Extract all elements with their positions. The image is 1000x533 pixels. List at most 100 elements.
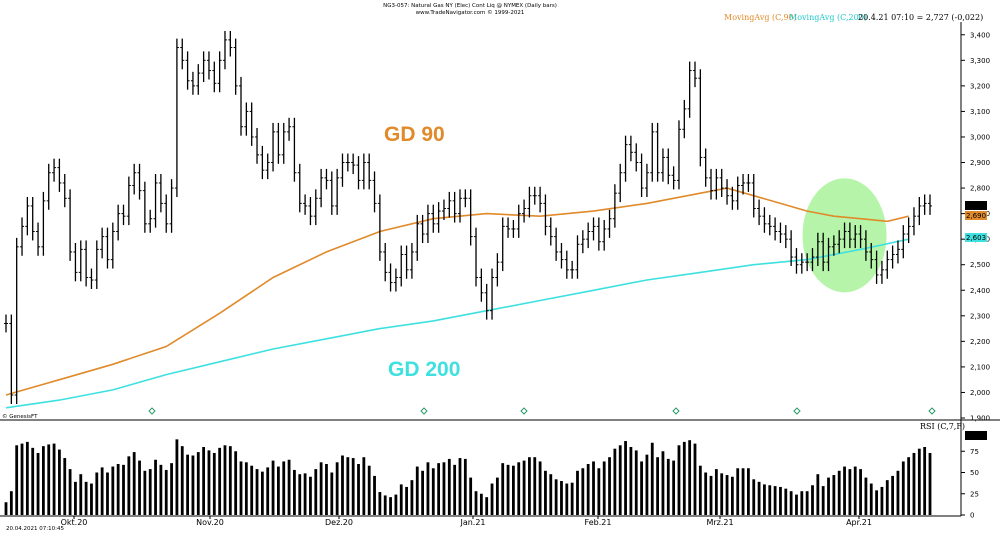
ma200-badge-bg bbox=[965, 233, 987, 242]
rsi-bar bbox=[186, 454, 189, 515]
rsi-bar bbox=[789, 491, 793, 515]
rsi-bar bbox=[341, 455, 344, 515]
rsi-bar bbox=[634, 450, 638, 515]
rsi-bar bbox=[148, 469, 152, 515]
rsi-bar bbox=[170, 463, 173, 515]
rsi-bar bbox=[528, 457, 531, 515]
rsi-bar bbox=[474, 491, 478, 515]
rsi-bar bbox=[549, 474, 553, 515]
rsi-bar bbox=[47, 444, 51, 515]
rsi-bar bbox=[207, 450, 211, 515]
rsi-bar bbox=[805, 491, 809, 515]
rsi-bar bbox=[447, 458, 451, 515]
rsi-bar bbox=[907, 457, 911, 515]
x-axis-ticks: Okt.20 Nov.20 Dez.20 Jan.21 Feb.21 Mrz.21 Apr.… bbox=[61, 516, 872, 527]
rsi-bar bbox=[736, 468, 740, 515]
rsi-y-tick-label: 0 bbox=[970, 512, 974, 520]
rsi-bar bbox=[111, 466, 115, 515]
rsi-bar bbox=[864, 477, 868, 515]
rsi-bar bbox=[752, 479, 756, 515]
rsi-bar bbox=[768, 485, 772, 515]
rsi-bar bbox=[811, 485, 814, 515]
rsi-bar bbox=[656, 457, 660, 515]
x-tick-label: Feb.21 bbox=[585, 518, 612, 527]
rsi-bar bbox=[244, 462, 248, 515]
price-readout: 20.4.21 07:10 = 2,727 (-0,022) bbox=[858, 13, 983, 22]
rsi-bar bbox=[853, 466, 857, 515]
rsi-bar bbox=[875, 490, 878, 515]
rsi-bar bbox=[869, 483, 873, 515]
rsi-bar bbox=[74, 481, 77, 515]
rsi-bar bbox=[608, 457, 611, 515]
rsi-bar bbox=[346, 457, 350, 515]
rsi-bar bbox=[68, 469, 72, 515]
rsi-bar bbox=[843, 466, 846, 515]
rsi-bar bbox=[522, 460, 526, 515]
y-tick-label: 2,300 bbox=[970, 312, 990, 320]
rsi-bar bbox=[544, 470, 547, 515]
rsi-bar bbox=[848, 469, 852, 515]
rsi-bar bbox=[704, 472, 708, 515]
rsi-bar bbox=[383, 495, 387, 515]
rsi-bar bbox=[501, 463, 505, 515]
rsi-bar bbox=[511, 465, 515, 515]
rsi-bar bbox=[106, 472, 109, 515]
rsi-bar bbox=[362, 457, 366, 515]
y-tick-label: 2,200 bbox=[970, 338, 990, 346]
rsi-bar bbox=[677, 445, 681, 515]
rsi-bar bbox=[180, 446, 184, 515]
event-marker bbox=[793, 407, 801, 415]
price-bars bbox=[4, 30, 932, 404]
rsi-badge: 72,86 bbox=[966, 432, 987, 440]
rsi-bar bbox=[15, 445, 19, 515]
rsi-bar bbox=[757, 481, 761, 515]
rsi-bar bbox=[650, 442, 654, 515]
rsi-bar bbox=[191, 455, 195, 515]
y-tick-label: 2,400 bbox=[970, 287, 990, 295]
rsi-bar bbox=[100, 467, 104, 515]
rsi-bar bbox=[479, 493, 483, 515]
rsi-bar bbox=[399, 484, 403, 515]
moving-average-layer bbox=[5, 187, 909, 409]
x-tick-label: Jan.21 bbox=[459, 518, 485, 527]
rsi-bar bbox=[741, 468, 745, 515]
rsi-bar bbox=[586, 464, 590, 515]
rsi-bar bbox=[661, 451, 665, 515]
y-tick-label: 2,100 bbox=[970, 363, 990, 371]
rsi-bar bbox=[335, 462, 339, 515]
rsi-bar bbox=[672, 460, 676, 515]
event-marker bbox=[148, 407, 156, 415]
rsi-bar bbox=[325, 464, 328, 515]
rsi-bar bbox=[218, 447, 222, 515]
rsi-bar bbox=[58, 449, 61, 515]
rsi-bar bbox=[453, 464, 457, 515]
rsi-bar bbox=[784, 488, 788, 515]
ma200-legend: MovingAvg (C,200) bbox=[789, 13, 867, 22]
event-marker bbox=[928, 407, 936, 415]
rsi-bar bbox=[602, 461, 606, 515]
rsi-bar bbox=[613, 448, 617, 515]
y-tick-label: 3,300 bbox=[970, 57, 990, 65]
rsi-bar bbox=[506, 464, 510, 515]
ma90-badge: 2,690 bbox=[966, 212, 986, 220]
rsi-bar bbox=[52, 443, 56, 515]
rsi-bar bbox=[378, 492, 382, 515]
rsi-bar bbox=[779, 486, 782, 515]
rsi-bar bbox=[330, 472, 334, 515]
rsi-bar bbox=[228, 446, 232, 515]
rsi-bar bbox=[597, 468, 601, 515]
rsi-bar bbox=[469, 477, 473, 515]
rsi-badge-bg bbox=[965, 431, 987, 440]
rsi-bar bbox=[837, 470, 841, 515]
rsi-bar bbox=[885, 480, 889, 515]
rsi-bar bbox=[260, 471, 264, 515]
x-tick-label: Mrz.21 bbox=[706, 518, 733, 527]
x-tick-label: Nov.20 bbox=[196, 518, 224, 527]
rsi-bar bbox=[832, 475, 836, 515]
chart-title: NG3-057: Natural Gas NY (Elec) Cont Liq … bbox=[383, 3, 557, 9]
rsi-bar bbox=[714, 469, 718, 515]
rsi-bar bbox=[688, 440, 692, 515]
y-tick-label: 3,000 bbox=[970, 133, 990, 141]
x-tick-label: Apr.21 bbox=[846, 518, 872, 527]
rsi-bar bbox=[389, 497, 392, 515]
